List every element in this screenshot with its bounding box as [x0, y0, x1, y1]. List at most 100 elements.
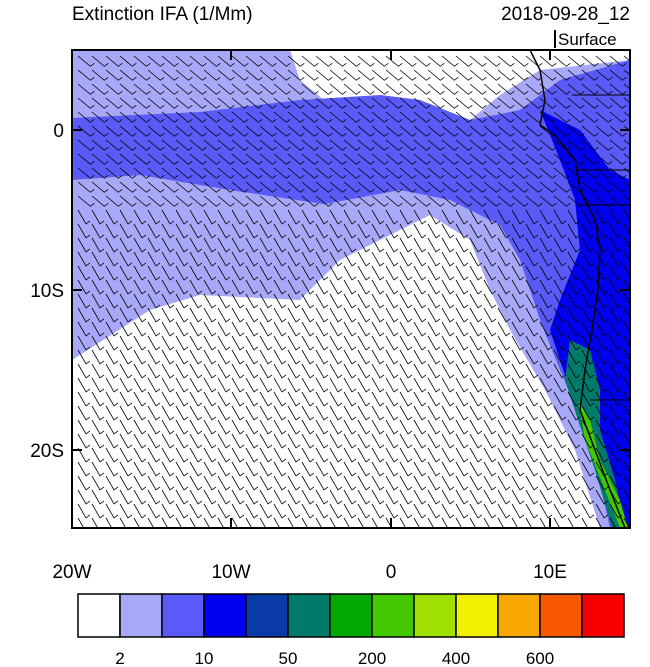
- wind-barb: [399, 447, 413, 463]
- wind-barb: [497, 503, 511, 519]
- wind-barb: [189, 517, 197, 528]
- wind-barb: [119, 363, 133, 379]
- wind-barb: [455, 503, 469, 519]
- wind-barb: [203, 447, 217, 463]
- coastline: [529, 50, 626, 528]
- wind-barb: [427, 55, 445, 67]
- wind-barb: [245, 139, 263, 151]
- wind-barb: [273, 209, 287, 225]
- wind-barb: [287, 405, 301, 421]
- wind-barb: [343, 335, 357, 351]
- wind-barb: [455, 223, 469, 239]
- wind-barb: [133, 307, 147, 323]
- wind-barb: [189, 97, 207, 109]
- wind-barb: [483, 377, 497, 393]
- wind-barb: [623, 503, 630, 516]
- wind-barb: [231, 153, 249, 165]
- wind-barb: [581, 293, 595, 309]
- wind-barb: [77, 335, 91, 351]
- wind-barb: [455, 55, 473, 67]
- wind-barb: [427, 447, 441, 463]
- wind-barb: [77, 83, 95, 95]
- wind-barb: [203, 181, 221, 193]
- wind-barb: [119, 125, 137, 137]
- wind-barb: [609, 265, 623, 281]
- shade-white-north: [290, 50, 630, 120]
- wind-barb: [133, 363, 147, 379]
- wind-barb: [329, 139, 347, 151]
- wind-barb: [553, 489, 567, 505]
- wind-barb: [525, 237, 539, 253]
- wind-barb: [483, 181, 501, 193]
- wind-barb: [567, 405, 581, 421]
- wind-barb: [287, 517, 295, 528]
- wind-barb: [105, 153, 123, 165]
- wind-barb: [287, 489, 301, 505]
- wind-barb: [301, 433, 315, 449]
- wind-barb: [511, 517, 519, 528]
- wind-barb: [497, 55, 515, 67]
- colorbar-label: 600: [526, 649, 554, 667]
- wind-barb: [105, 55, 123, 67]
- wind-barb: [161, 223, 175, 239]
- wind-barb: [105, 419, 119, 435]
- wind-barb: [161, 475, 175, 491]
- wind-barb: [399, 279, 413, 295]
- wind-barb: [511, 391, 525, 407]
- wind-barb: [301, 153, 319, 165]
- wind-barb: [483, 419, 497, 435]
- wind-barb: [357, 125, 375, 137]
- wind-barb: [287, 139, 305, 151]
- wind-barb: [231, 391, 245, 407]
- wind-barb: [427, 251, 441, 267]
- wind-barb: [217, 503, 231, 519]
- wind-barb: [539, 167, 557, 179]
- wind-barb: [511, 251, 525, 267]
- wind-barb: [147, 195, 165, 207]
- wind-barb: [469, 489, 483, 505]
- wind-barb: [189, 321, 203, 337]
- wind-barb: [343, 265, 357, 281]
- wind-barb: [203, 349, 217, 365]
- wind-barb: [371, 223, 385, 239]
- wind-barb: [273, 461, 287, 477]
- wind-barb: [511, 83, 529, 95]
- wind-barb: [105, 475, 119, 491]
- wind-barb: [77, 363, 91, 379]
- wind-barb: [343, 279, 357, 295]
- wind-barb: [399, 125, 417, 137]
- wind-barb: [511, 209, 525, 225]
- wind-barb: [343, 251, 357, 267]
- wind-barb: [427, 433, 441, 449]
- wind-barb: [511, 265, 525, 281]
- wind-barb: [413, 181, 431, 193]
- wind-barb: [483, 363, 497, 379]
- colorbar-label: 10: [195, 649, 214, 667]
- wind-barb: [77, 181, 95, 193]
- wind-barb: [483, 307, 497, 323]
- wind-barb: [77, 293, 91, 309]
- wind-barb: [525, 223, 539, 239]
- wind-barb: [455, 167, 473, 179]
- wind-barb: [203, 377, 217, 393]
- wind-barb: [91, 405, 105, 421]
- wind-barb: [77, 461, 91, 477]
- wind-barb: [329, 167, 347, 179]
- wind-barb: [133, 405, 147, 421]
- wind-barb: [91, 209, 105, 225]
- wind-barb: [469, 349, 483, 365]
- wind-barb: [413, 363, 427, 379]
- wind-barb: [287, 447, 301, 463]
- wind-barb: [455, 405, 469, 421]
- wind-barb: [315, 125, 333, 137]
- wind-barb: [217, 167, 235, 179]
- wind-barb: [259, 335, 273, 351]
- wind-barb: [441, 363, 455, 379]
- wind-barb: [371, 489, 385, 505]
- wind-barb: [161, 111, 179, 123]
- wind-barb: [595, 405, 609, 421]
- wind-barb: [245, 237, 259, 253]
- wind-barb: [91, 419, 105, 435]
- wind-barb: [77, 139, 95, 151]
- wind-barb: [469, 377, 483, 393]
